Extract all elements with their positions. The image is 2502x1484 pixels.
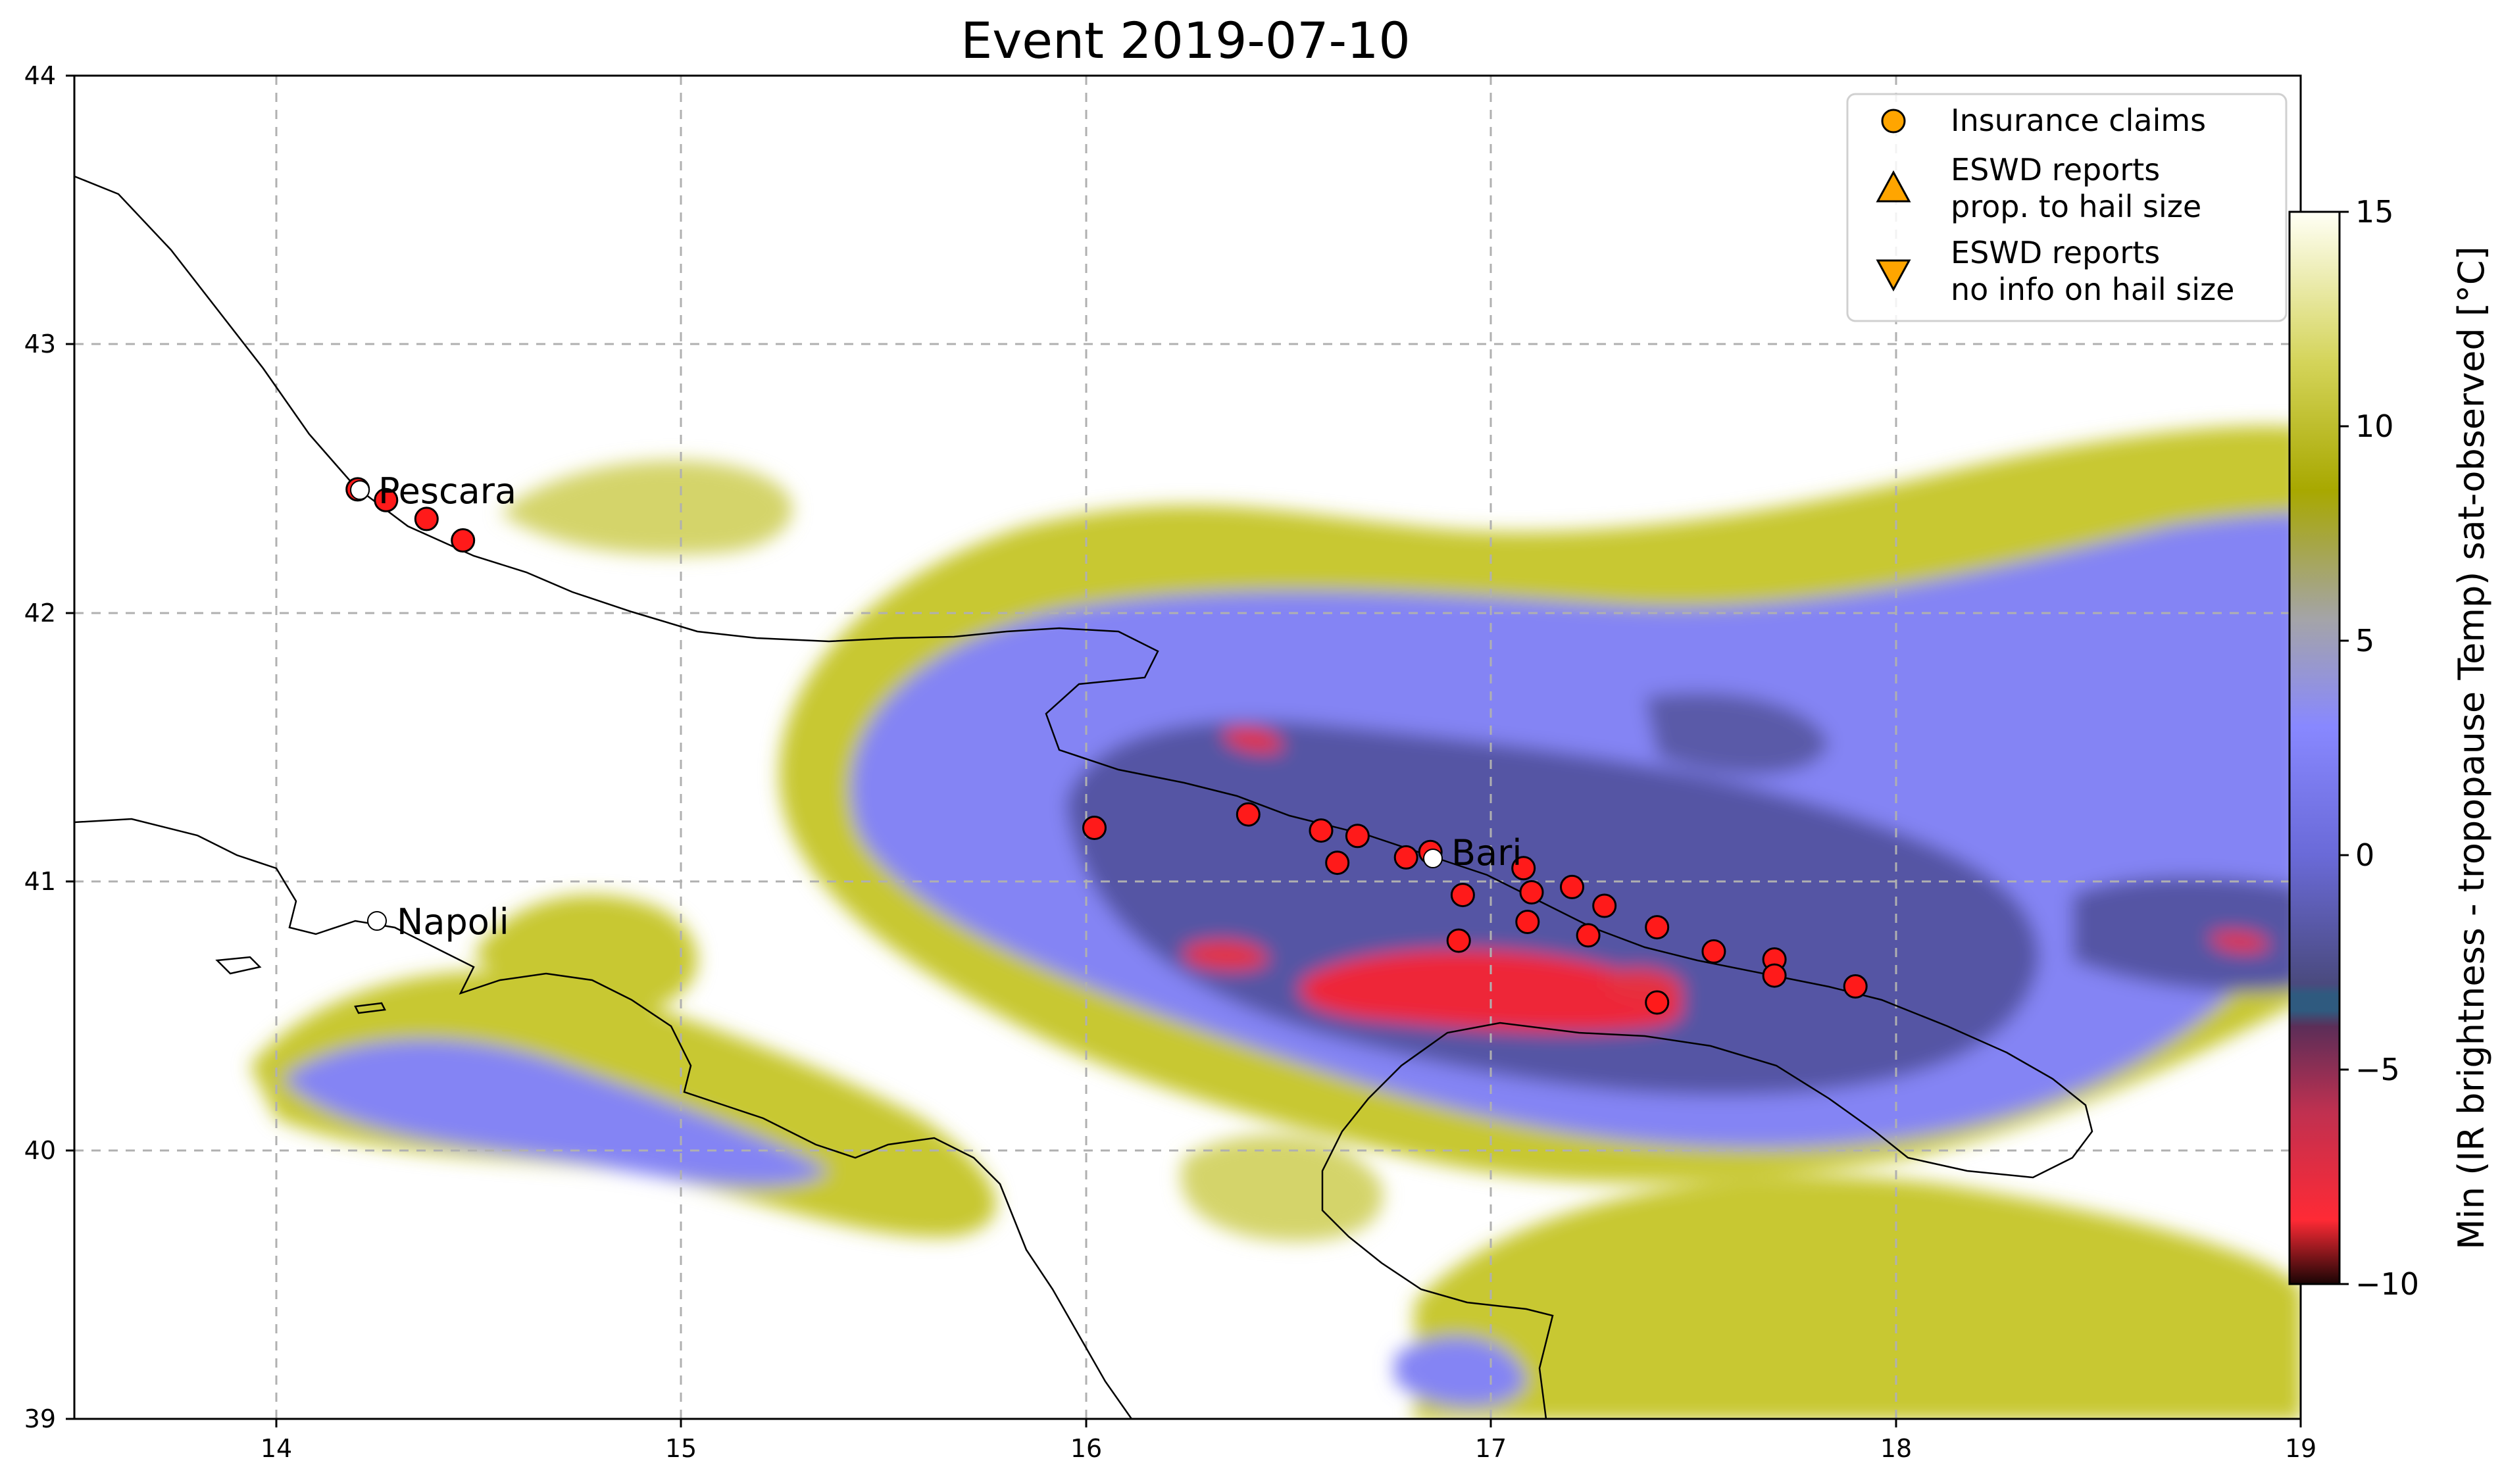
insurance-claim-point [1325,851,1350,876]
colorbar: 15 10 5 0 −5 −10 Min (IR brightness - tr… [2288,194,2492,1302]
insurance-claim-point [1236,802,1261,827]
colorbar-label: Min (IR brightness - tropopause Temp) sa… [2451,246,2492,1249]
x-tick-label: 17 [1475,1434,1507,1463]
insurance-claim-point [1645,990,1670,1015]
insurance-claim-point [1762,963,1787,988]
y-tick-label: 39 [24,1404,56,1433]
colorbar-tick: 5 [2355,623,2374,658]
y-tick-label: 44 [24,61,56,90]
insurance-claim-point [1511,856,1536,881]
x-tick-label: 19 [2285,1434,2316,1463]
insurance-claim-point [1843,974,1868,999]
legend-label: Insurance claims [1951,103,2206,138]
city-bari: Bari [1423,832,1522,874]
legend-marker-triangle-up [1876,170,1911,203]
x-tick-label: 14 [261,1434,292,1463]
colorbar-tick: 10 [2355,408,2394,444]
x-tick-label: 18 [1880,1434,1912,1463]
y-tick-label: 40 [24,1136,56,1165]
city-pescara: Pescara [350,470,516,512]
legend: Insurance claims ESWD reports prop. to h… [1846,93,2288,322]
colorbar-tick: −10 [2355,1266,2419,1302]
grid [74,76,2301,1419]
colorbar-tick: −5 [2355,1052,2400,1087]
legend-label: ESWD reports prop. to hail size [1951,152,2201,224]
y-tick-label: 42 [24,599,56,628]
colorbar-tick: 0 [2355,837,2374,873]
legend-marker-circle [1881,109,1906,134]
insurance-claim-point [1450,883,1475,908]
satellite-field [250,426,2301,1419]
insurance-claim-point [1515,910,1540,934]
coastline [74,175,2093,1419]
city-label: Bari [1451,832,1522,874]
x-tick-label: 15 [665,1434,697,1463]
insurance-claim-point [1446,928,1471,953]
insurance-claim-point [1082,816,1107,840]
insurance-claim-point [1645,915,1670,940]
city-label: Napoli [397,901,509,943]
y-axis: 39 40 41 42 43 44 [24,61,74,1433]
insurance-claim-point [1309,818,1334,843]
legend-marker-triangle-down [1876,259,1911,292]
insurance-claim-point [1592,893,1617,918]
insurance-claim-point [1701,939,1726,964]
insurance-claim-point [1519,880,1544,904]
x-tick-label: 16 [1070,1434,1102,1463]
insurance-claim-point [1576,923,1601,948]
insurance-claim-point [1393,845,1418,870]
insurance-claim-point [414,507,439,532]
insurance-claim-point [1345,824,1370,849]
city-napoli: Napoli [367,901,509,943]
figure-title: Event 2019-07-10 [961,11,1411,70]
x-axis: 14 15 16 17 18 19 [261,1419,2316,1463]
insurance-claim-point [374,487,399,512]
city-label: Pescara [378,470,516,512]
insurance-claim-point [1560,874,1584,899]
insurance-claim-point [451,528,476,553]
y-tick-label: 41 [24,867,56,896]
colorbar-tick: 15 [2355,194,2394,230]
legend-label: ESWD reports no info on hail size [1951,235,2234,307]
y-tick-label: 43 [24,330,56,359]
